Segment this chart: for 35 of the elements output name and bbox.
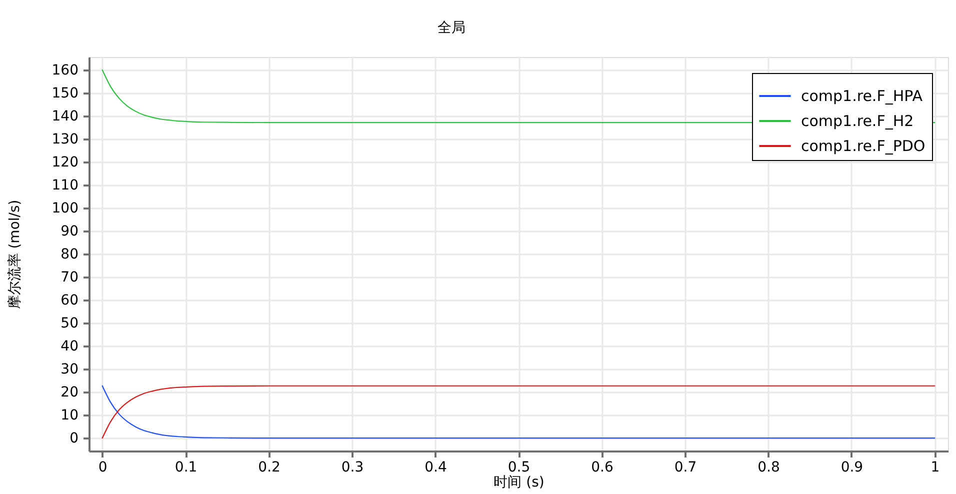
- y-tick-label: 110: [52, 177, 78, 194]
- x-tick-label: 0.8: [758, 460, 780, 476]
- y-tick-label: 90: [60, 223, 78, 240]
- y-tick-label: 120: [52, 154, 78, 170]
- x-tick-label: 0.1: [174, 460, 198, 476]
- y-tick-label: 40: [60, 338, 78, 355]
- x-tick-label: 0.7: [674, 460, 697, 476]
- y-tick-label: 150: [52, 85, 78, 102]
- y-tick-label: 80: [60, 246, 78, 262]
- y-tick-label: 140: [52, 108, 78, 124]
- x-tick-label: 0: [98, 460, 108, 476]
- x-tick-label: 0.5: [508, 460, 530, 476]
- line-series: [102, 385, 936, 439]
- y-tick-label: 30: [60, 362, 78, 378]
- legend-label: comp1.re.F_H2: [801, 112, 914, 130]
- x-tick-label: 0.2: [258, 460, 280, 476]
- x-axis-title: 时间 (s): [494, 474, 544, 490]
- y-tick-label: 0: [70, 430, 78, 447]
- legend-label: comp1.re.F_PDO: [801, 137, 926, 155]
- y-axis-title: 摩尔流率 (mol/s): [6, 200, 23, 310]
- y-tick-label: 100: [52, 200, 78, 216]
- y-tick-label: 50: [60, 316, 78, 332]
- chart-title: 全局: [438, 20, 466, 36]
- legend-label: comp1.re.F_HPA: [801, 87, 924, 105]
- y-tick-label: 10: [60, 408, 78, 424]
- y-tick-label: 70: [60, 270, 78, 286]
- x-tick-label: 0.9: [840, 460, 864, 476]
- x-tick-label: 0.3: [341, 460, 364, 476]
- x-tick-label: 0.6: [591, 460, 614, 476]
- y-tick-label: 20: [60, 384, 78, 401]
- y-tick-label: 130: [52, 131, 78, 148]
- y-tick-label: 60: [60, 292, 78, 309]
- y-tick-label: 160: [52, 62, 78, 78]
- x-tick-label: 1: [930, 460, 940, 476]
- x-tick-label: 0.4: [424, 460, 447, 476]
